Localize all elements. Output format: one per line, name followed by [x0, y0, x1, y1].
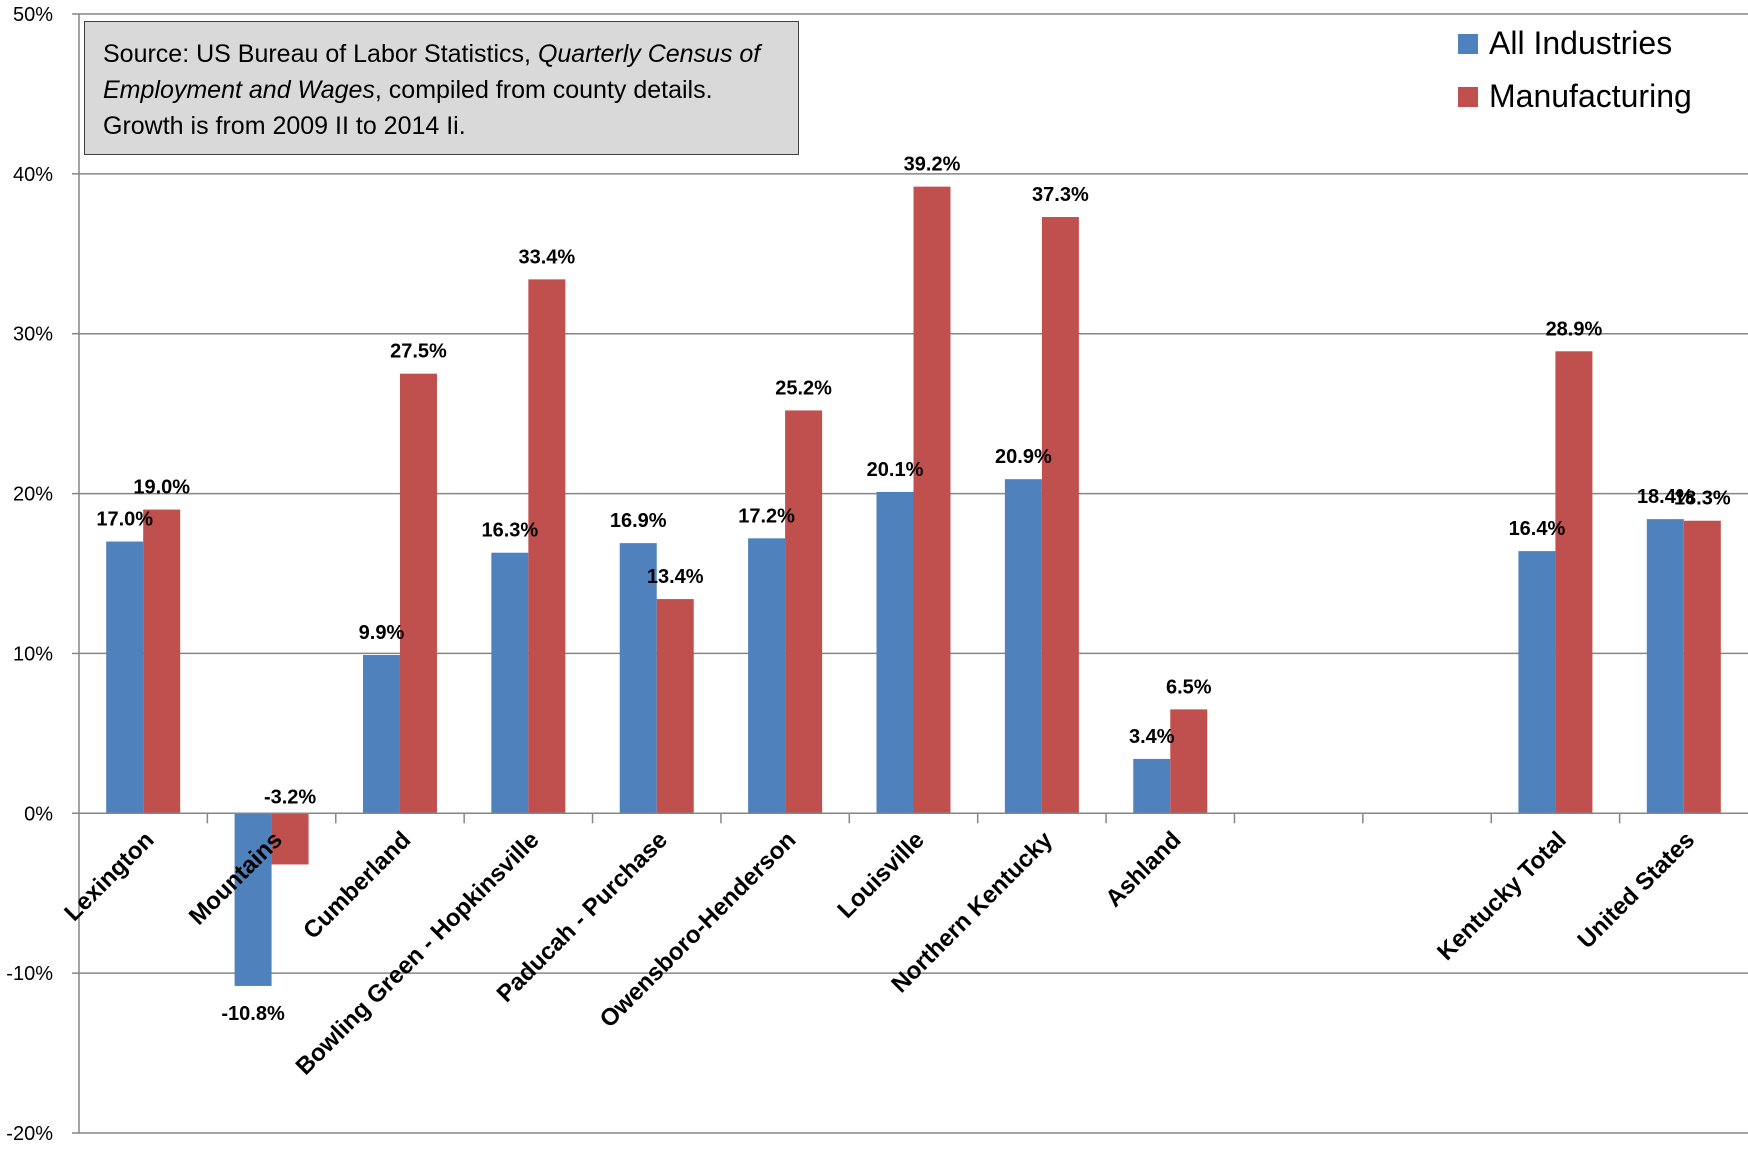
category-label: Kentucky Total: [1432, 826, 1571, 965]
data-label: 25.2%: [775, 377, 832, 399]
bar-manufacturing: [1683, 520, 1721, 814]
category-label: Cumberland: [298, 826, 416, 944]
data-label: 16.9%: [610, 510, 667, 532]
bar-manufacturing: [656, 599, 694, 814]
bar-manufacturing: [528, 279, 566, 814]
bar-all-industries: [362, 655, 400, 814]
bar-all-industries: [491, 552, 529, 814]
bar-all-industries: [1518, 551, 1556, 814]
bar-manufacturing: [785, 410, 823, 814]
data-label: -10.8%: [221, 1003, 285, 1025]
y-tick-label: 10%: [13, 643, 53, 665]
bar-all-industries: [619, 543, 657, 814]
source-note-suffix: , compiled from county details. Growth i…: [103, 76, 713, 140]
data-label: 19.0%: [133, 477, 190, 499]
y-tick-label: 30%: [13, 324, 53, 346]
data-label: 20.1%: [867, 459, 924, 481]
bars: [106, 186, 1721, 986]
data-label: 9.9%: [359, 622, 405, 644]
data-label: 16.3%: [481, 520, 538, 542]
source-note-prefix: Source: US Bureau of Labor Statistics,: [103, 40, 538, 68]
bar-manufacturing: [399, 373, 437, 814]
category-label: Bowling Green - Hopkinsville: [291, 826, 545, 1080]
data-labels: 17.0% -10.8% 9.9% 16.3% 16.9% 17.2% 20.1% 20.9%…: [96, 154, 1731, 1025]
source-note: Source: US Bureau of Labor Statistics, Q…: [84, 21, 799, 155]
data-label: 13.4%: [647, 566, 704, 588]
bar-all-industries: [106, 541, 144, 814]
legend: All Industries Manufacturing: [1458, 25, 1692, 114]
category-label: Louisville: [832, 826, 929, 923]
bar-manufacturing: [913, 186, 951, 814]
legend-label: All Industries: [1489, 25, 1672, 61]
y-tick-label: 20%: [13, 484, 53, 506]
bar-all-industries: [876, 491, 914, 814]
data-label: 20.9%: [995, 446, 1052, 468]
data-label: 39.2%: [904, 154, 961, 176]
data-label: 3.4%: [1129, 726, 1175, 748]
bar-manufacturing: [143, 509, 181, 814]
data-label: 17.2%: [738, 505, 795, 527]
y-tick-label: -20%: [6, 1123, 53, 1145]
legend-swatch: [1458, 87, 1478, 107]
data-label: 37.3%: [1032, 184, 1089, 206]
legend-label: Manufacturing: [1489, 78, 1692, 114]
bar-all-industries: [1133, 758, 1171, 814]
bar-manufacturing: [1170, 709, 1208, 814]
data-label: 16.4%: [1509, 518, 1566, 540]
bar-manufacturing: [271, 813, 309, 865]
legend-swatch: [1458, 34, 1478, 54]
bar-manufacturing: [1041, 217, 1079, 814]
data-label: 28.9%: [1546, 318, 1603, 340]
data-label: 27.5%: [390, 341, 447, 363]
bar-all-industries: [748, 538, 786, 814]
category-label: Ashland: [1100, 826, 1186, 912]
data-label: 17.0%: [96, 509, 153, 531]
category-label: United States: [1573, 826, 1701, 954]
bar-manufacturing: [1555, 351, 1593, 814]
bar-all-industries: [1646, 519, 1684, 814]
y-tick-label: -10%: [6, 963, 53, 985]
y-tick-label: 40%: [13, 164, 53, 186]
bar-all-industries: [234, 813, 272, 986]
bar-all-industries: [1004, 479, 1042, 814]
data-label: 18.3%: [1674, 488, 1731, 510]
y-tick-label: 0%: [24, 803, 53, 825]
y-tick-label: 50%: [13, 4, 53, 26]
data-label: 6.5%: [1166, 676, 1212, 698]
source-note-title: Quarterly Census of Employment and Wages: [103, 40, 761, 104]
category-label: Lexington: [59, 826, 159, 926]
data-label: 33.4%: [518, 246, 575, 268]
data-label: -3.2%: [264, 786, 316, 808]
data-label: 18.4%: [1637, 486, 1694, 508]
